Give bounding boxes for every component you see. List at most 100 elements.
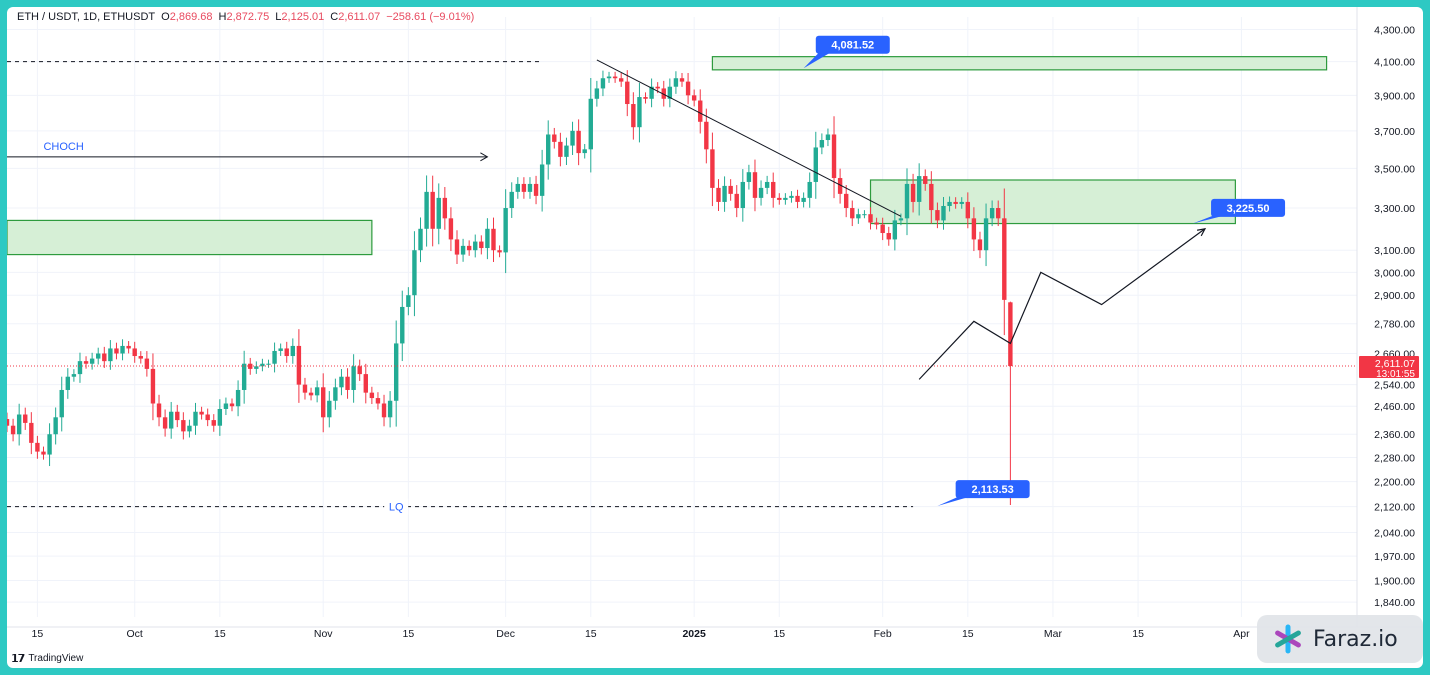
- candle-body: [606, 76, 612, 79]
- upper-zone-callout-text: 4,081.52: [831, 40, 874, 52]
- price-axis: 4,300.00 4,100.00 3,900.00 3,700.00 3,500.00…: [1356, 7, 1419, 627]
- low-callout-pointer: [937, 496, 972, 506]
- candle-body: [764, 181, 770, 188]
- candle-body: [923, 176, 928, 184]
- candle-body: [254, 366, 259, 369]
- price-tick-label: 2,360.00: [1374, 429, 1415, 441]
- candle-body: [552, 134, 557, 142]
- candle-body: [850, 208, 855, 219]
- tradingview-icon: 𝟭𝟳: [11, 653, 25, 665]
- price-tick-label: 3,100.00: [1374, 245, 1415, 257]
- candle-body: [594, 88, 600, 99]
- candle-body: [223, 403, 229, 409]
- price-tick-label: 3,000.00: [1374, 267, 1415, 279]
- candle-body: [631, 104, 636, 128]
- ohlc-open: O2,869.68: [161, 11, 213, 23]
- candle-body: [357, 366, 362, 375]
- candle-body: [339, 376, 344, 388]
- candle-body: [618, 78, 624, 82]
- candle-body: [843, 193, 849, 209]
- candle-body: [892, 220, 898, 240]
- price-tick-label: 3,900.00: [1374, 90, 1415, 102]
- candle-body: [777, 197, 782, 200]
- candle-body: [96, 353, 101, 359]
- demand-zone-left: [7, 219, 373, 256]
- candle-body: [497, 250, 502, 253]
- candle-body: [108, 348, 113, 362]
- candle-body: [83, 361, 89, 364]
- candle-body: [400, 306, 405, 344]
- candle-body: [947, 201, 952, 206]
- candle-body: [704, 121, 709, 150]
- candle-body: [868, 214, 873, 223]
- candle-body: [205, 414, 210, 421]
- candle-body: [746, 172, 752, 182]
- price-chart[interactable]: LQCHOCH4,081.523,225.502,113.534,300.004…: [7, 7, 1423, 668]
- candle-body: [837, 178, 843, 194]
- tradingview-logo[interactable]: 𝟭𝟳 TradingView: [11, 652, 83, 665]
- candle-body: [436, 197, 441, 229]
- candle-body: [102, 353, 107, 362]
- candle-body: [503, 208, 508, 253]
- candle-body: [454, 239, 460, 255]
- price-tick-label: 2,120.00: [1374, 502, 1415, 514]
- candle-body: [406, 295, 411, 307]
- candle-body: [771, 181, 776, 198]
- candle-body: [47, 434, 52, 455]
- candle-body: [150, 368, 156, 404]
- price-tick-label: 1,900.00: [1374, 576, 1415, 588]
- projection-arrowhead: [1197, 227, 1207, 237]
- candle-body: [369, 392, 375, 399]
- ohlc-low: L2,125.01: [275, 11, 325, 23]
- price-tick-label: 2,040.00: [1374, 528, 1415, 540]
- candle-body: [1002, 218, 1007, 300]
- candle-body: [521, 183, 527, 192]
- candle-body: [424, 191, 429, 229]
- candle-body: [758, 187, 764, 198]
- mid-zone-callout-box: [1211, 198, 1286, 217]
- candle-body: [77, 361, 83, 375]
- projection-path: [918, 228, 1206, 380]
- candle-body: [904, 183, 910, 219]
- tradingview-label: TradingView: [28, 653, 84, 664]
- change-value: −258.61 (−9.01%): [386, 11, 475, 23]
- candle-body: [479, 241, 484, 249]
- candle-body: [448, 218, 454, 240]
- candle-body: [485, 228, 490, 249]
- candle-body: [351, 366, 356, 390]
- candle-body: [235, 389, 241, 407]
- price-tick-label: 3,500.00: [1374, 163, 1415, 175]
- candle-body: [825, 134, 831, 141]
- time-tick-label: 15: [1132, 628, 1144, 640]
- candle-body: [168, 411, 174, 429]
- price-tick-label: 2,780.00: [1374, 319, 1415, 331]
- candle-body: [856, 214, 861, 219]
- candle-body: [582, 149, 587, 154]
- price-tick-label: 2,540.00: [1374, 380, 1415, 392]
- choch-label: CHOCH: [43, 141, 83, 153]
- time-tick-label: Dec: [496, 628, 515, 640]
- candle-body: [29, 422, 34, 443]
- candle-body: [996, 208, 1001, 219]
- price-tick-label: 4,300.00: [1374, 24, 1415, 36]
- candle-body: [193, 411, 198, 426]
- candle-body: [35, 442, 40, 452]
- price-tick-label: 2,460.00: [1374, 401, 1415, 413]
- chart-header: ETH / USDT, 1D, ETHUSDT O2,869.68 H2,872…: [17, 11, 474, 23]
- candle-body: [935, 210, 940, 221]
- candle-body: [144, 358, 150, 369]
- candle-body: [612, 76, 618, 79]
- candle-body: [162, 417, 168, 429]
- time-axis: 15 Oct 15 Nov 15 Dec 15 2025 15 Feb 15 Mar 15 Apr: [7, 626, 1423, 640]
- candle-body: [156, 403, 162, 418]
- symbol-label: ETH / USDT, 1D, ETHUSDT: [17, 11, 156, 23]
- candle-body: [953, 201, 958, 204]
- candle-body: [862, 214, 867, 216]
- candle-body: [910, 183, 916, 202]
- candle-body: [1008, 302, 1013, 367]
- candle-body: [314, 387, 320, 396]
- candle-body: [722, 185, 727, 202]
- candle-body: [527, 183, 533, 192]
- candle-body: [752, 172, 758, 198]
- price-tick-label: 3,700.00: [1374, 126, 1415, 138]
